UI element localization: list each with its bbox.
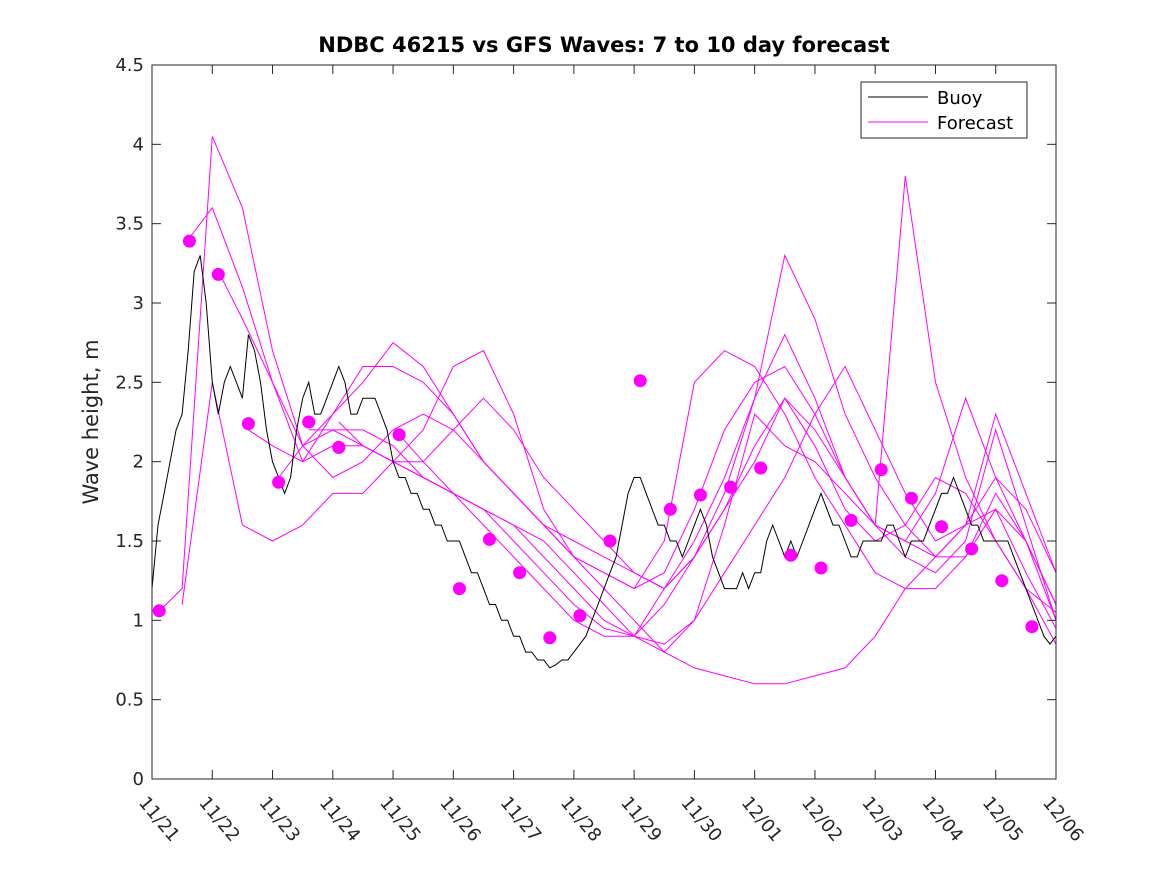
forecast-marker xyxy=(543,631,557,645)
legend-buoy-label: Buoy xyxy=(937,88,983,109)
y-tick-label: 3 xyxy=(133,293,144,314)
forecast-marker xyxy=(241,417,255,431)
forecast-marker xyxy=(152,604,166,618)
forecast-marker xyxy=(332,440,346,454)
legend-forecast-label: Forecast xyxy=(937,113,1013,134)
legend-box xyxy=(860,81,1028,139)
forecast-marker xyxy=(663,502,677,516)
y-axis-label: Wave height, m xyxy=(79,339,103,504)
axes-box xyxy=(151,64,1057,780)
forecast-marker xyxy=(392,428,406,442)
forecast-line-5 xyxy=(248,349,1057,605)
forecast-marker xyxy=(844,513,858,527)
forecast-marker xyxy=(513,566,527,580)
forecast-marker xyxy=(814,561,828,575)
forecast-line-9 xyxy=(398,176,1057,637)
forecast-marker xyxy=(182,234,196,248)
forecast-marker xyxy=(573,609,587,623)
forecast-marker xyxy=(452,582,466,596)
forecast-marker xyxy=(1025,620,1039,634)
forecast-marker xyxy=(965,542,979,556)
forecast-marker xyxy=(211,267,225,281)
forecast-marker xyxy=(904,491,918,505)
y-tick-label: 4.5 xyxy=(115,55,144,76)
series-layer xyxy=(151,136,1057,685)
forecast-marker xyxy=(603,534,617,548)
y-tick-label: 2.5 xyxy=(115,372,144,393)
forecast-marker xyxy=(693,488,707,502)
y-tick-label: 0.5 xyxy=(115,690,144,711)
marker-layer xyxy=(152,234,1039,645)
y-tick-label: 2 xyxy=(133,452,144,473)
forecast-marker xyxy=(724,480,738,494)
forecast-marker xyxy=(633,374,647,388)
y-tick-label: 1.5 xyxy=(115,531,144,552)
y-tick-label: 3.5 xyxy=(115,214,144,235)
forecast-line-8 xyxy=(338,253,1057,629)
forecast-line-7 xyxy=(308,412,1057,653)
forecast-marker xyxy=(272,475,286,489)
forecast-marker xyxy=(935,520,948,534)
chart-title: NDBC 46215 vs GFS Waves: 7 to 10 day for… xyxy=(318,33,889,57)
forecast-marker xyxy=(483,532,496,546)
forecast-marker xyxy=(302,415,316,429)
forecast-marker xyxy=(995,574,1009,588)
forecast-line-4 xyxy=(217,271,1057,685)
forecast-marker xyxy=(784,548,798,562)
y-tick-label: 0 xyxy=(133,769,144,790)
forecast-marker xyxy=(754,461,768,475)
buoy-line xyxy=(151,255,1057,669)
legend: Buoy Forecast xyxy=(860,81,1028,139)
y-tick-label: 4 xyxy=(133,134,144,155)
forecast-marker xyxy=(874,463,888,477)
y-tick-label: 1 xyxy=(133,610,144,631)
